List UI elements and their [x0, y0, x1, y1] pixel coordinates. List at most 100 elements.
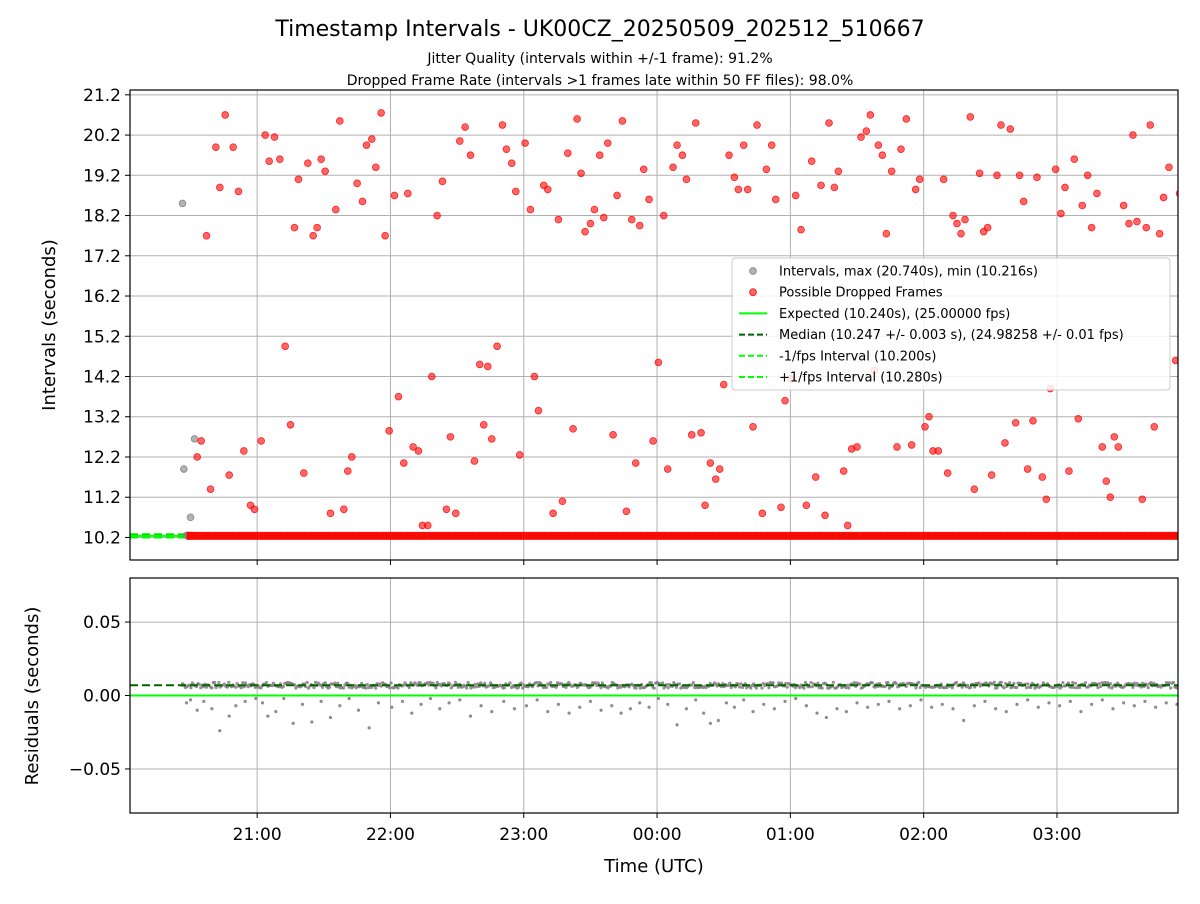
residual-point [508, 681, 512, 685]
dropped-frame-point [290, 223, 299, 232]
dropped-frame-point [907, 441, 916, 449]
residual-point [210, 686, 214, 690]
residual-point [616, 686, 620, 690]
legend-box [731, 257, 1171, 391]
residual-point [992, 680, 996, 685]
legend-entry-label: Expected (10.240s), (25.00000 fps) [779, 307, 1010, 322]
residual-outlier-point [266, 714, 270, 718]
interval-point [186, 513, 195, 522]
residual-point [1069, 685, 1073, 689]
dropped-frame-point [791, 191, 800, 200]
residual-point [894, 682, 898, 686]
dropped-frame-point [1078, 201, 1087, 210]
dropped-frame-point [807, 157, 816, 166]
residual-point [323, 681, 327, 685]
dropped-frame-point [749, 423, 757, 431]
residual-point [217, 680, 221, 685]
residual-point [950, 686, 954, 690]
dropped-frame-point [987, 471, 996, 479]
dropped-frame-point [1110, 433, 1119, 441]
residual-outlier-point [410, 711, 414, 715]
dropped-frame-point [206, 485, 215, 493]
residual-outlier-point [188, 698, 193, 702]
residual-point [327, 685, 332, 689]
dropped-frame-point [1114, 443, 1123, 451]
residual-point [312, 686, 316, 690]
residual-point [227, 680, 231, 684]
dropped-frame-point [466, 151, 475, 159]
x-tick-label: 02:00 [899, 825, 948, 845]
residual-point [1002, 686, 1006, 690]
residual-point [649, 681, 654, 685]
residual-point [544, 685, 549, 689]
residual-point [600, 681, 605, 685]
residual-point [549, 680, 553, 685]
residual-point [798, 686, 802, 690]
x-tick-label: 01:00 [766, 825, 815, 845]
dropped-frame-point [1102, 477, 1111, 485]
residual-outlier-point [1015, 702, 1019, 706]
residual-outlier-point [202, 699, 206, 703]
residual-point [977, 681, 981, 685]
residual-outlier-point [772, 707, 776, 711]
dropped-frame-point [599, 213, 608, 222]
residual-point [466, 680, 470, 685]
dropped-frame-point [1146, 121, 1155, 129]
top-y-axis-label: Intervals (seconds) [39, 239, 60, 411]
legend-entry-label: +1/fps Interval (10.280s) [779, 371, 943, 386]
residual-outlier-point [184, 701, 189, 705]
dropped-frame-point [558, 497, 567, 506]
dropped-frame-point [1001, 439, 1009, 447]
residual-outlier-point [1004, 710, 1008, 714]
dropped-frame-point [549, 509, 557, 518]
residual-outlier-point [1047, 701, 1051, 705]
dropped-frame-point [622, 507, 631, 516]
dropped-frame-point [1011, 418, 1020, 427]
dropped-frame-point [882, 229, 891, 238]
residual-outlier-point [794, 696, 798, 701]
residual-outlier-point [227, 714, 231, 718]
residual-outlier-point [1175, 702, 1178, 706]
residual-outlier-point [468, 714, 473, 718]
dropped-frame-point [304, 159, 312, 168]
residual-point [638, 686, 642, 690]
residual-point [771, 681, 775, 685]
residual-outlier-point [1026, 698, 1030, 702]
dropped-frame-point [590, 205, 599, 214]
residual-point [1015, 685, 1019, 690]
dropped-frame-point [797, 225, 805, 234]
residual-outlier-point [983, 699, 987, 703]
dropped-frame-point [915, 175, 924, 184]
dropped-frame-point [250, 505, 259, 514]
legend-dropped-marker [749, 288, 757, 297]
bottom-y-tick-label: 0.05 [83, 613, 121, 633]
residual-point [313, 680, 318, 684]
dropped-frame-point [921, 423, 929, 431]
dropped-frame-point [866, 111, 875, 119]
residual-outlier-point [567, 711, 571, 715]
residual-point [785, 685, 789, 689]
residual-outlier-point [546, 710, 550, 714]
residual-point [845, 683, 849, 687]
dropped-frame-point [362, 141, 371, 149]
x-tick-label: 22:00 [366, 825, 415, 845]
residual-outlier-point [479, 704, 483, 708]
dropped-frame-point [526, 205, 535, 214]
residual-point [234, 685, 238, 689]
chart-title: Timestamp Intervals - UK00CZ_20250509_20… [274, 17, 924, 42]
dropped-frame-point [949, 211, 957, 220]
residual-point [809, 680, 813, 685]
dropped-frame-point [659, 211, 668, 220]
residual-point [341, 686, 346, 690]
residual-point [554, 685, 558, 689]
dropped-frame-point [701, 501, 709, 510]
dropped-frame-point [317, 155, 325, 164]
dropped-frame-point [802, 501, 811, 510]
dropped-frame-point [309, 231, 317, 240]
dropped-frame-point [925, 412, 933, 421]
dropped-frame-point [423, 521, 432, 530]
residual-outlier-point [376, 701, 381, 705]
residual-point [1026, 682, 1030, 686]
residual-outlier-point [1036, 705, 1040, 709]
residual-point [1072, 686, 1076, 690]
